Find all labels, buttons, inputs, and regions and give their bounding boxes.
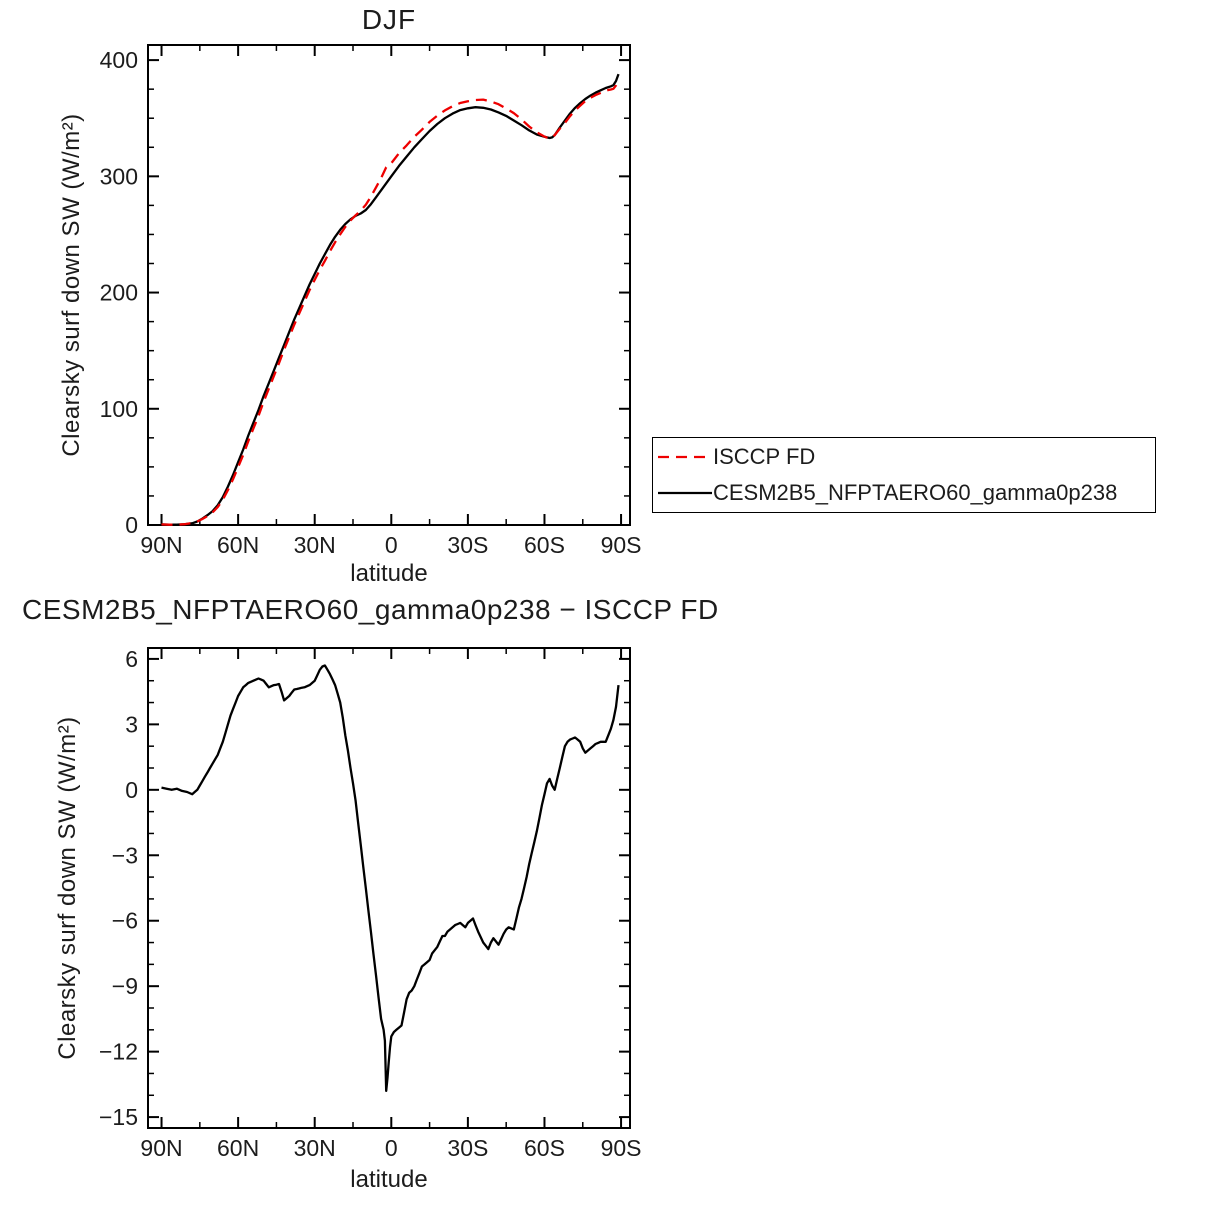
x-tick-label: 30S bbox=[447, 1135, 488, 1161]
bottom-chart-plot: 90N 60N 30N 0 30S 60S 90S 6 3 0 −3 −6 −9 −12 −15 bbox=[99, 646, 642, 1161]
legend-item-cesm: CESM2B5_NFPTAERO60_gamma0p238 bbox=[657, 476, 1155, 510]
y-tick-label: −12 bbox=[99, 1039, 138, 1065]
y-tick-label: 6 bbox=[125, 646, 138, 672]
x-tick-label: 60N bbox=[217, 532, 259, 558]
x-tick-label: 60N bbox=[217, 1135, 259, 1161]
x-tick-label: 60S bbox=[524, 1135, 565, 1161]
x-tick-label: 0 bbox=[385, 1135, 398, 1161]
legend-item-isccp-fd: ISCCP FD bbox=[657, 440, 1155, 474]
y-tick-label: 3 bbox=[125, 711, 138, 737]
y-tick-label: 200 bbox=[100, 280, 138, 306]
legend-line-sample-isccp bbox=[658, 455, 712, 459]
x-tick-label: 60S bbox=[524, 532, 565, 558]
legend: ISCCP FD CESM2B5_NFPTAERO60_gamma0p238 bbox=[652, 437, 1156, 513]
plot-border bbox=[147, 44, 631, 526]
legend-label-cesm: CESM2B5_NFPTAERO60_gamma0p238 bbox=[713, 480, 1118, 505]
y-tick-label: 0 bbox=[125, 777, 138, 803]
legend-line-sample-cesm bbox=[658, 491, 712, 495]
y-tick-label: 400 bbox=[100, 47, 138, 73]
top-chart-plot: 90N 60N 30N 0 30S 60S 90S 0 100 200 300 400 bbox=[100, 44, 642, 558]
x-tick-label: 90S bbox=[601, 532, 642, 558]
y-tick-label: 300 bbox=[100, 163, 138, 189]
y-tick-label: 0 bbox=[125, 512, 138, 538]
plot-border bbox=[147, 647, 631, 1129]
y-tick-label: −15 bbox=[99, 1104, 138, 1130]
y-tick-label: −3 bbox=[112, 842, 138, 868]
top-chart-title: DJF bbox=[361, 4, 417, 35]
bottom-chart-x-axis-label: latitude bbox=[350, 1166, 428, 1193]
y-tick-label: 100 bbox=[100, 396, 138, 422]
x-tick-label: 90N bbox=[140, 1135, 182, 1161]
x-tick-label: 30N bbox=[294, 1135, 336, 1161]
x-tick-label: 30S bbox=[447, 532, 488, 558]
x-tick-label: 90N bbox=[140, 532, 182, 558]
x-tick-label: 90S bbox=[601, 1135, 642, 1161]
legend-label-isccp-fd: ISCCP FD bbox=[713, 444, 816, 469]
y-tick-label: −6 bbox=[112, 908, 138, 934]
x-tick-label: 30N bbox=[294, 532, 336, 558]
y-tick-label: −9 bbox=[112, 973, 138, 999]
x-tick-label: 0 bbox=[385, 532, 398, 558]
difference-line bbox=[161, 664, 620, 1093]
bottom-chart-title: CESM2B5_NFPTAERO60_gamma0p238 − ISCCP FD bbox=[22, 594, 719, 625]
top-chart-x-axis-label: latitude bbox=[350, 560, 428, 587]
cesm-line bbox=[161, 73, 620, 526]
isccp-fd-line bbox=[161, 79, 620, 526]
